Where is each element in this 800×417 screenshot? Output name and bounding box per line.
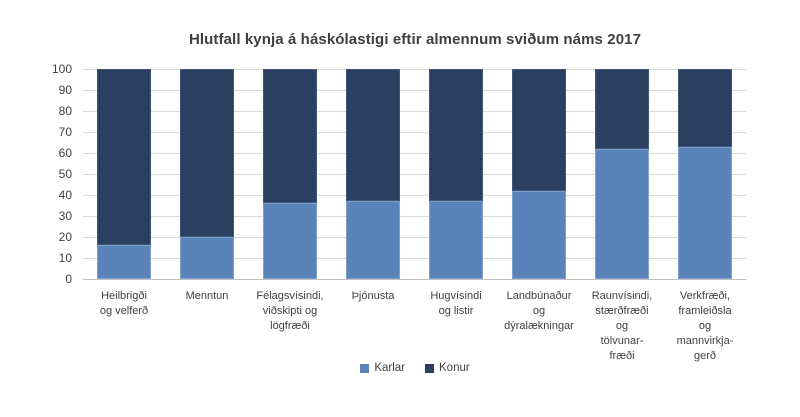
gridline-y40 <box>83 195 747 196</box>
y-tick-label-40: 40 <box>58 187 72 202</box>
bar-segment-karlar-2 <box>263 203 317 279</box>
gridline-y30 <box>83 216 747 217</box>
category-label-4: Hugvísindi og listir <box>430 290 482 317</box>
category-label-7: Verkfræði, framleiðsla og mannvirkja-gerð <box>676 290 734 362</box>
bar-segment-konur-1 <box>180 69 234 237</box>
y-tick-label-90: 90 <box>58 82 72 97</box>
gridline-y10 <box>83 258 747 259</box>
category-label-0: Heilbrigði og velferð <box>99 290 149 317</box>
bar-segment-konur-5 <box>512 69 566 191</box>
y-tick-label-70: 70 <box>58 124 72 139</box>
y-tick-label-60: 60 <box>58 145 72 160</box>
bar-segment-karlar-1 <box>180 237 234 279</box>
y-tick-label-30: 30 <box>58 208 72 223</box>
gridline-y20 <box>83 237 747 238</box>
bar-segment-konur-0 <box>97 69 151 246</box>
legend-swatch-icon <box>360 363 370 373</box>
plot-area <box>83 69 747 280</box>
gridline-y100 <box>83 69 747 70</box>
category-label-1: Menntun <box>185 290 229 302</box>
bar-segment-karlar-6 <box>595 148 649 279</box>
category-label-2: Félagsvísindi, viðskipti og lögfræði <box>256 290 324 332</box>
bar-segment-konur-2 <box>263 69 317 204</box>
bar-segment-karlar-7 <box>678 146 732 279</box>
y-tick-label-80: 80 <box>58 103 72 118</box>
bar-segment-karlar-5 <box>512 190 566 279</box>
bar-segment-konur-7 <box>678 69 732 147</box>
category-label-3: Þjónusta <box>351 290 395 302</box>
gridline-y50 <box>83 174 747 175</box>
gridline-y70 <box>83 132 747 133</box>
chart-legend: Karlar Konur <box>83 362 747 374</box>
y-tick-label-50: 50 <box>58 166 72 181</box>
category-label-6: Raunvísindi, stærðfræði og tölvunar-fræði <box>591 290 653 362</box>
bar-segment-karlar-3 <box>346 201 400 279</box>
category-label-5: Landbúnaður og dýralækningar <box>504 290 574 332</box>
legend-label: Karlar <box>374 362 405 374</box>
bar-segment-konur-6 <box>595 69 649 149</box>
legend-swatch-icon <box>425 363 434 373</box>
legend-item-karlar: Karlar <box>360 362 405 374</box>
legend-item-konur: Konur <box>425 362 470 374</box>
x-axis-line <box>83 279 747 280</box>
gridline-y90 <box>83 90 747 91</box>
bar-segment-konur-4 <box>429 69 483 202</box>
legend-label: Konur <box>439 362 470 374</box>
gridline-y80 <box>83 111 747 112</box>
bar-segment-karlar-4 <box>429 201 483 279</box>
y-tick-label-100: 100 <box>51 61 72 76</box>
bar-segment-konur-3 <box>346 69 400 202</box>
bar-segment-karlar-0 <box>97 245 151 279</box>
y-tick-label-20: 20 <box>58 229 72 244</box>
chart-title: Hlutfall kynja á háskólastigi eftir alme… <box>188 31 642 48</box>
y-tick-label-10: 10 <box>58 250 72 265</box>
y-tick-label-0: 0 <box>65 271 72 286</box>
gridline-y60 <box>83 153 747 154</box>
